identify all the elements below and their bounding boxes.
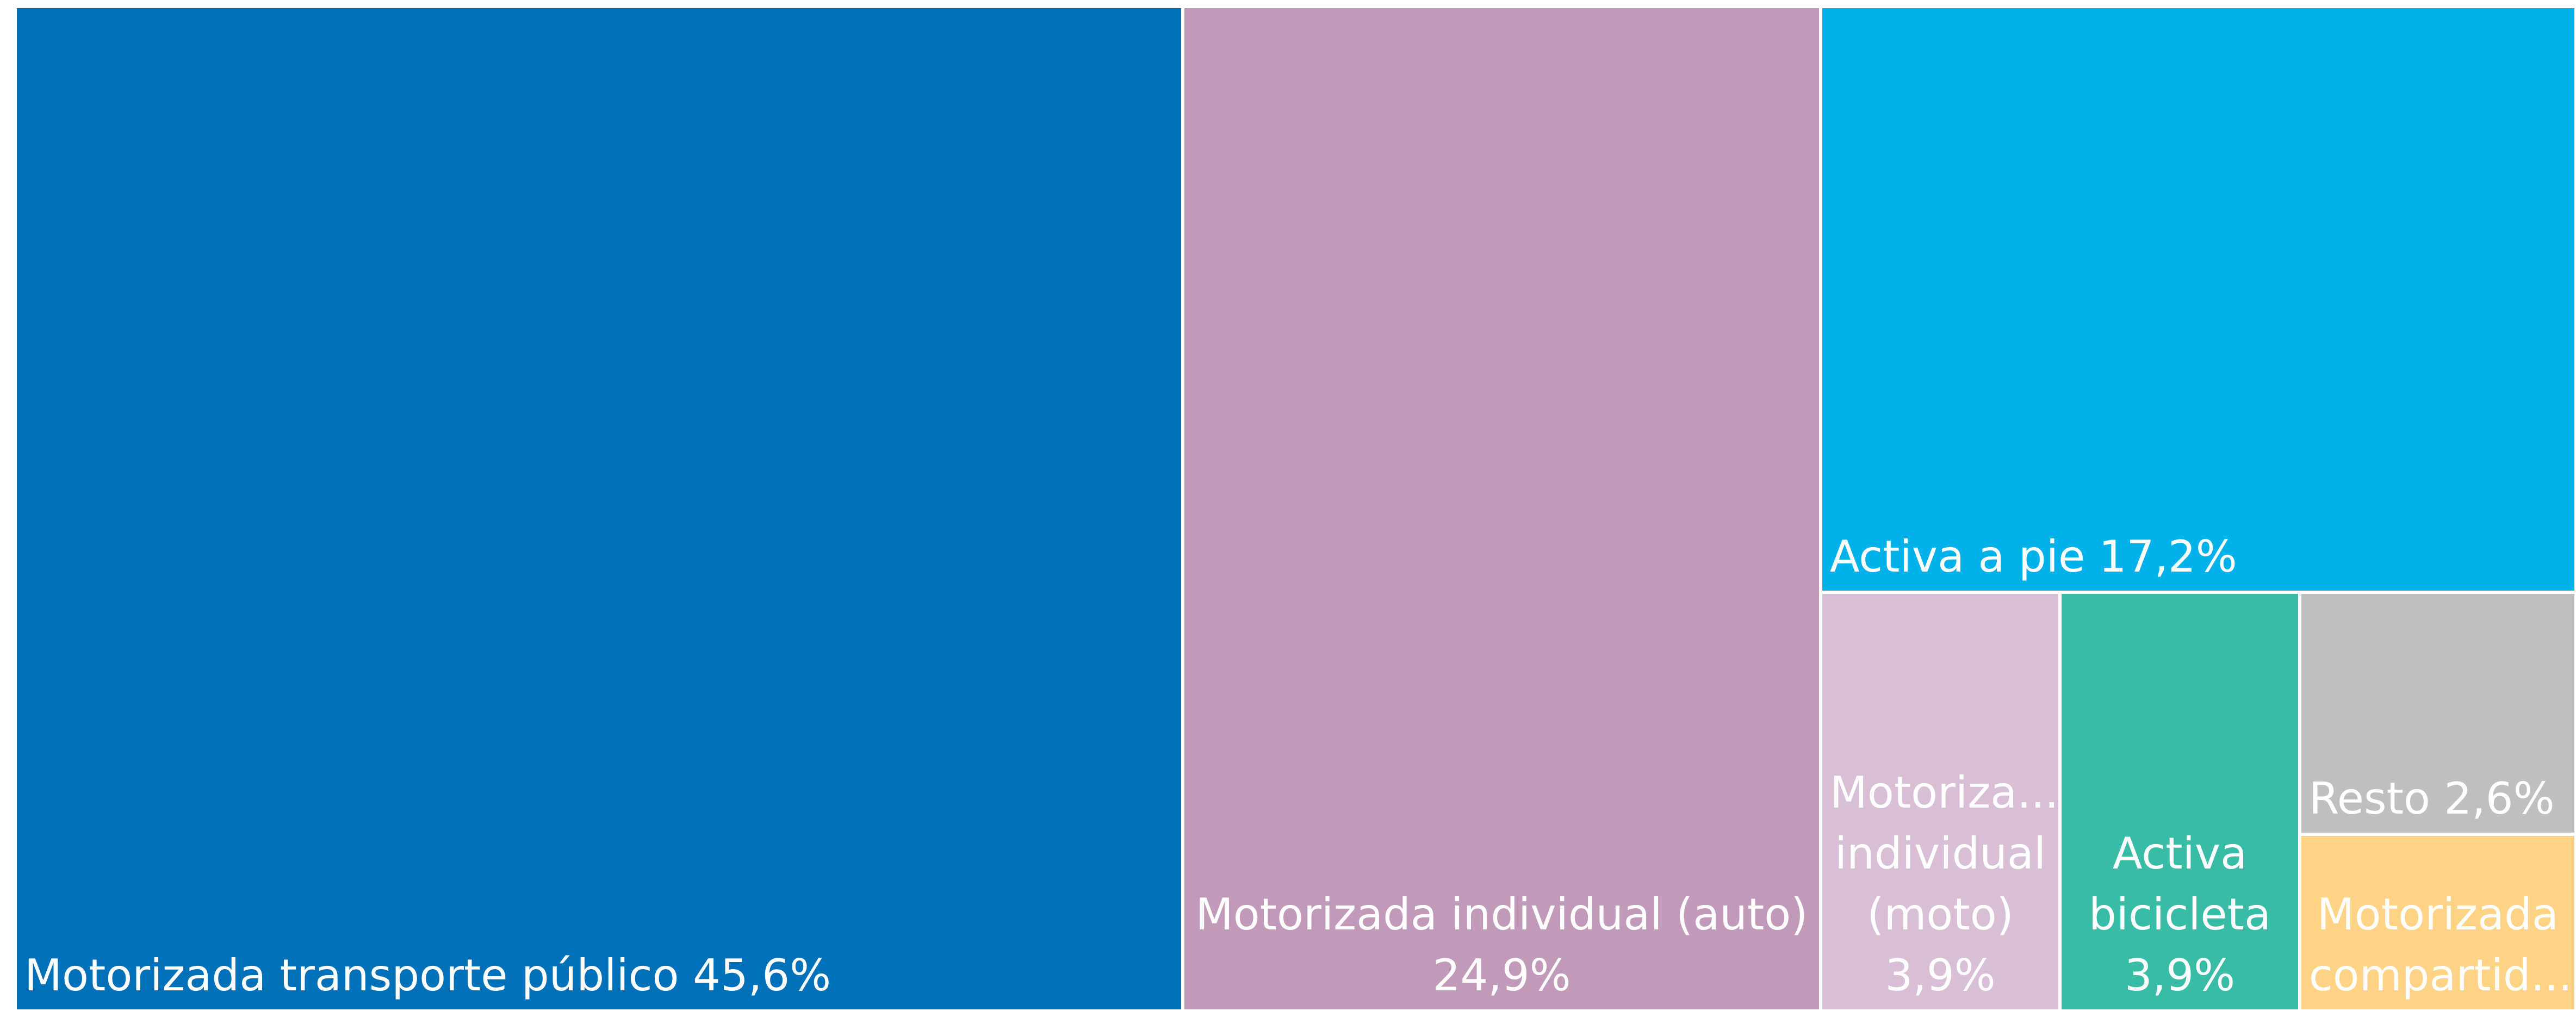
- tile-label: Motorizada compartid...: [2309, 884, 2572, 1006]
- tile-label: Activa a pie 17,2%: [1830, 526, 2567, 587]
- tile: Activa a pie 17,2%: [1820, 7, 2576, 592]
- value-label: 45,6%: [693, 950, 831, 1001]
- category-label: Motorizada transporte público: [24, 950, 679, 1001]
- tile: Motorizada compartid...: [2299, 834, 2576, 1011]
- value-label: 3,9%: [2124, 950, 2236, 1001]
- tile-label: Motoriza... individual (moto) 3,9%: [1830, 762, 2058, 1006]
- value-label: 2,6%: [2444, 773, 2555, 824]
- category-label: Activa bicicleta: [2089, 828, 2271, 940]
- category-label: Motoriza... individual (moto): [1829, 767, 2059, 940]
- category-label: Motorizada compartid...: [2308, 889, 2572, 1001]
- tile-label: Motorizada transporte público 45,6%: [24, 945, 1174, 1006]
- tile: Motorizada individual (auto) 24,9%: [1183, 7, 1821, 1011]
- value-label: 24,9%: [1432, 950, 1571, 1001]
- category-label: Motorizada individual (auto): [1195, 889, 1808, 940]
- value-label: 3,9%: [1885, 950, 1996, 1001]
- value-label: 17,2%: [2099, 531, 2237, 582]
- tile-label: Motorizada individual (auto) 24,9%: [1192, 884, 1811, 1006]
- tile: Motorizada transporte público 45,6%: [15, 7, 1183, 1011]
- tile: Activa bicicleta 3,9%: [2060, 592, 2300, 1011]
- tile-label: Resto 2,6%: [2309, 768, 2567, 829]
- tile: Resto 2,6%: [2299, 592, 2576, 834]
- tile: Motoriza... individual (moto) 3,9%: [1820, 592, 2060, 1011]
- category-label: Activa a pie: [1829, 531, 2085, 582]
- category-label: Resto: [2308, 773, 2430, 824]
- tile-label: Activa bicicleta 3,9%: [2069, 823, 2290, 1006]
